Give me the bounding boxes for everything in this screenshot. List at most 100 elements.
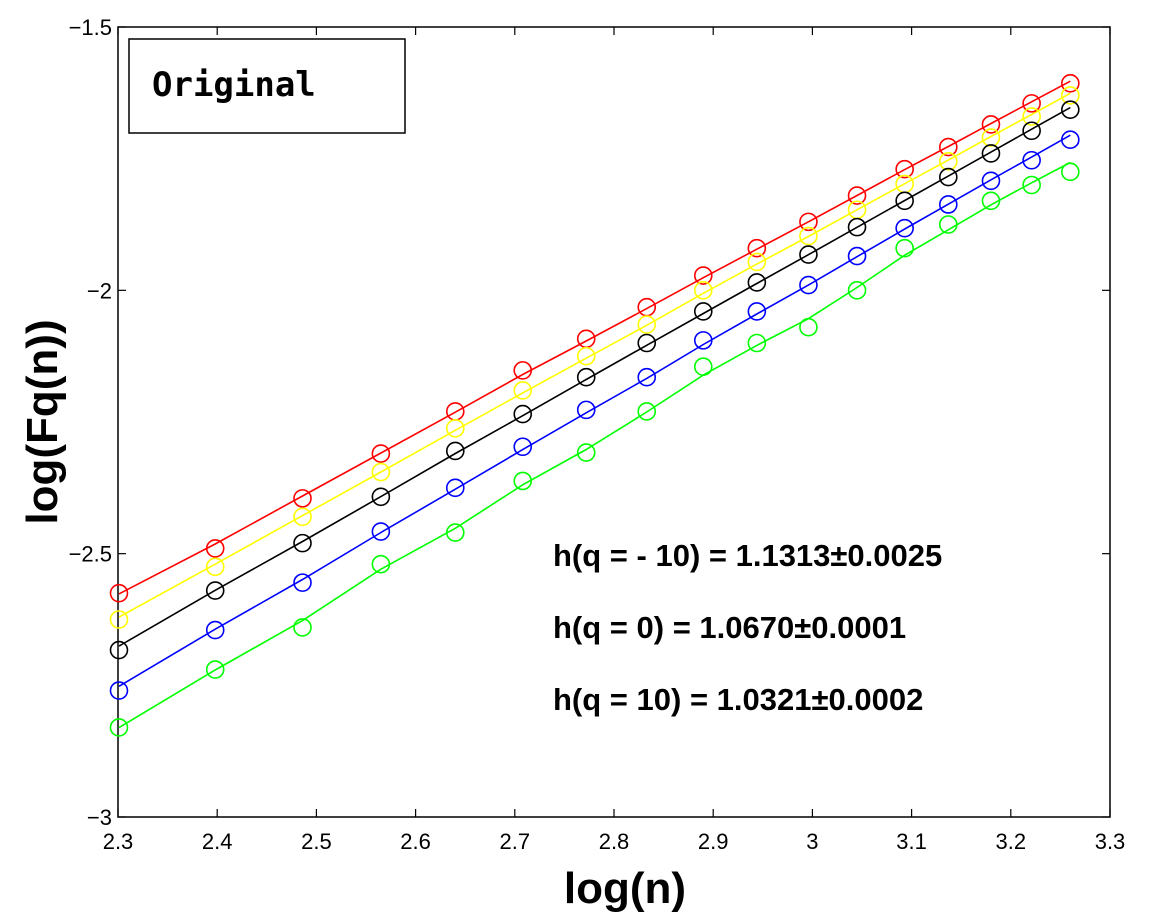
series-line-0 <box>118 80 1071 595</box>
data-point <box>576 443 596 462</box>
data-point <box>109 583 129 603</box>
data-point <box>939 215 958 234</box>
annotation-q-neg10: h(q = - 10) = 1.1313±0.0025 <box>553 538 942 573</box>
x-axis: 2.3 2.4 2.5 2.6 2.7 2.8 2.9 3 3.1 3.2 3.3 <box>103 27 1125 854</box>
data-point <box>371 554 391 574</box>
data-point <box>1061 74 1080 93</box>
data-point <box>799 245 818 264</box>
data-point <box>445 419 465 438</box>
data-point <box>293 533 312 553</box>
y-tick-label: −1.5 <box>69 15 112 40</box>
series-line-3 <box>118 134 1071 687</box>
data-point <box>371 462 391 482</box>
legend-label: Original <box>152 65 316 105</box>
annotation-q-10: h(q = 10) = 1.0321±0.0002 <box>553 682 923 717</box>
data-point <box>747 252 767 272</box>
data-point <box>445 523 465 542</box>
data-point <box>445 478 465 498</box>
y-axis-label: log(Fq(n)) <box>18 319 67 524</box>
data-point <box>205 557 225 577</box>
x-tick-label: 2.8 <box>599 829 630 854</box>
data-point <box>747 302 767 321</box>
y-tick-label: −3 <box>87 805 112 830</box>
x-tick-label: 2.7 <box>500 829 531 854</box>
data-point <box>637 315 657 334</box>
data-point <box>1022 94 1041 113</box>
data-point <box>513 361 533 380</box>
data-point <box>847 281 867 300</box>
data-point <box>576 346 596 366</box>
data-point <box>1061 162 1080 182</box>
data-point <box>895 159 914 179</box>
data-point <box>693 266 713 285</box>
x-axis-label: log(n) <box>564 864 686 913</box>
data-point <box>939 195 958 214</box>
data-point <box>693 357 713 377</box>
x-tick-label: 3 <box>806 829 818 854</box>
data-point <box>1022 150 1041 170</box>
data-point <box>293 618 312 637</box>
data-point <box>637 333 657 353</box>
x-tick-label: 2.6 <box>400 829 431 854</box>
data-point <box>109 610 129 629</box>
data-point <box>109 640 129 660</box>
y-tick-label: −2 <box>87 278 112 303</box>
data-point <box>693 302 713 321</box>
y-tick-label: −2.5 <box>69 542 112 567</box>
data-point <box>981 115 1001 134</box>
x-tick-label: 2.9 <box>698 829 729 854</box>
annotation-q-0: h(q = 0) = 1.0670±0.0001 <box>553 610 906 645</box>
data-point <box>205 620 225 640</box>
data-point <box>205 581 225 600</box>
data-point <box>1022 175 1041 195</box>
y-axis: −3 −2.5 −2 −1.5 <box>69 15 1110 830</box>
data-point <box>1022 121 1041 141</box>
data-point <box>109 718 129 737</box>
data-point <box>847 186 867 205</box>
data-point <box>981 171 1001 191</box>
data-point <box>799 226 818 246</box>
data-point <box>693 281 713 300</box>
data-point <box>293 573 312 592</box>
data-point <box>513 471 533 491</box>
data-point <box>981 128 1001 147</box>
data-point <box>895 191 914 211</box>
data-point <box>747 273 767 292</box>
data-point <box>637 402 657 421</box>
x-tick-label: 3.2 <box>996 829 1027 854</box>
x-tick-label: 2.4 <box>202 829 233 854</box>
data-point <box>1061 100 1080 119</box>
data-point <box>747 238 767 258</box>
legend-box <box>128 38 406 134</box>
data-point <box>293 507 312 527</box>
data-point <box>799 212 818 232</box>
x-tick-label: 3.1 <box>896 829 927 854</box>
data-point <box>1061 86 1080 105</box>
data-point <box>205 539 225 558</box>
data-point <box>847 246 867 266</box>
data-point <box>1061 130 1080 150</box>
data-point <box>371 522 391 541</box>
plot-area <box>117 26 1111 818</box>
data-points <box>109 74 1080 737</box>
data-point <box>576 367 596 387</box>
data-point <box>371 444 391 463</box>
data-point <box>939 152 958 171</box>
data-point <box>747 333 767 353</box>
series-line-2 <box>118 106 1071 647</box>
data-point <box>981 191 1001 211</box>
legend: Original <box>128 38 406 134</box>
data-point <box>981 144 1001 163</box>
data-point <box>109 681 129 700</box>
data-point <box>939 137 958 157</box>
data-point <box>637 367 657 387</box>
data-point <box>895 238 914 258</box>
x-tick-label: 2.5 <box>301 829 332 854</box>
data-point <box>576 400 596 420</box>
data-point <box>371 487 391 507</box>
data-point <box>513 381 533 400</box>
data-point <box>293 489 312 508</box>
data-point <box>693 331 713 350</box>
x-tick-label: 2.3 <box>103 829 134 854</box>
